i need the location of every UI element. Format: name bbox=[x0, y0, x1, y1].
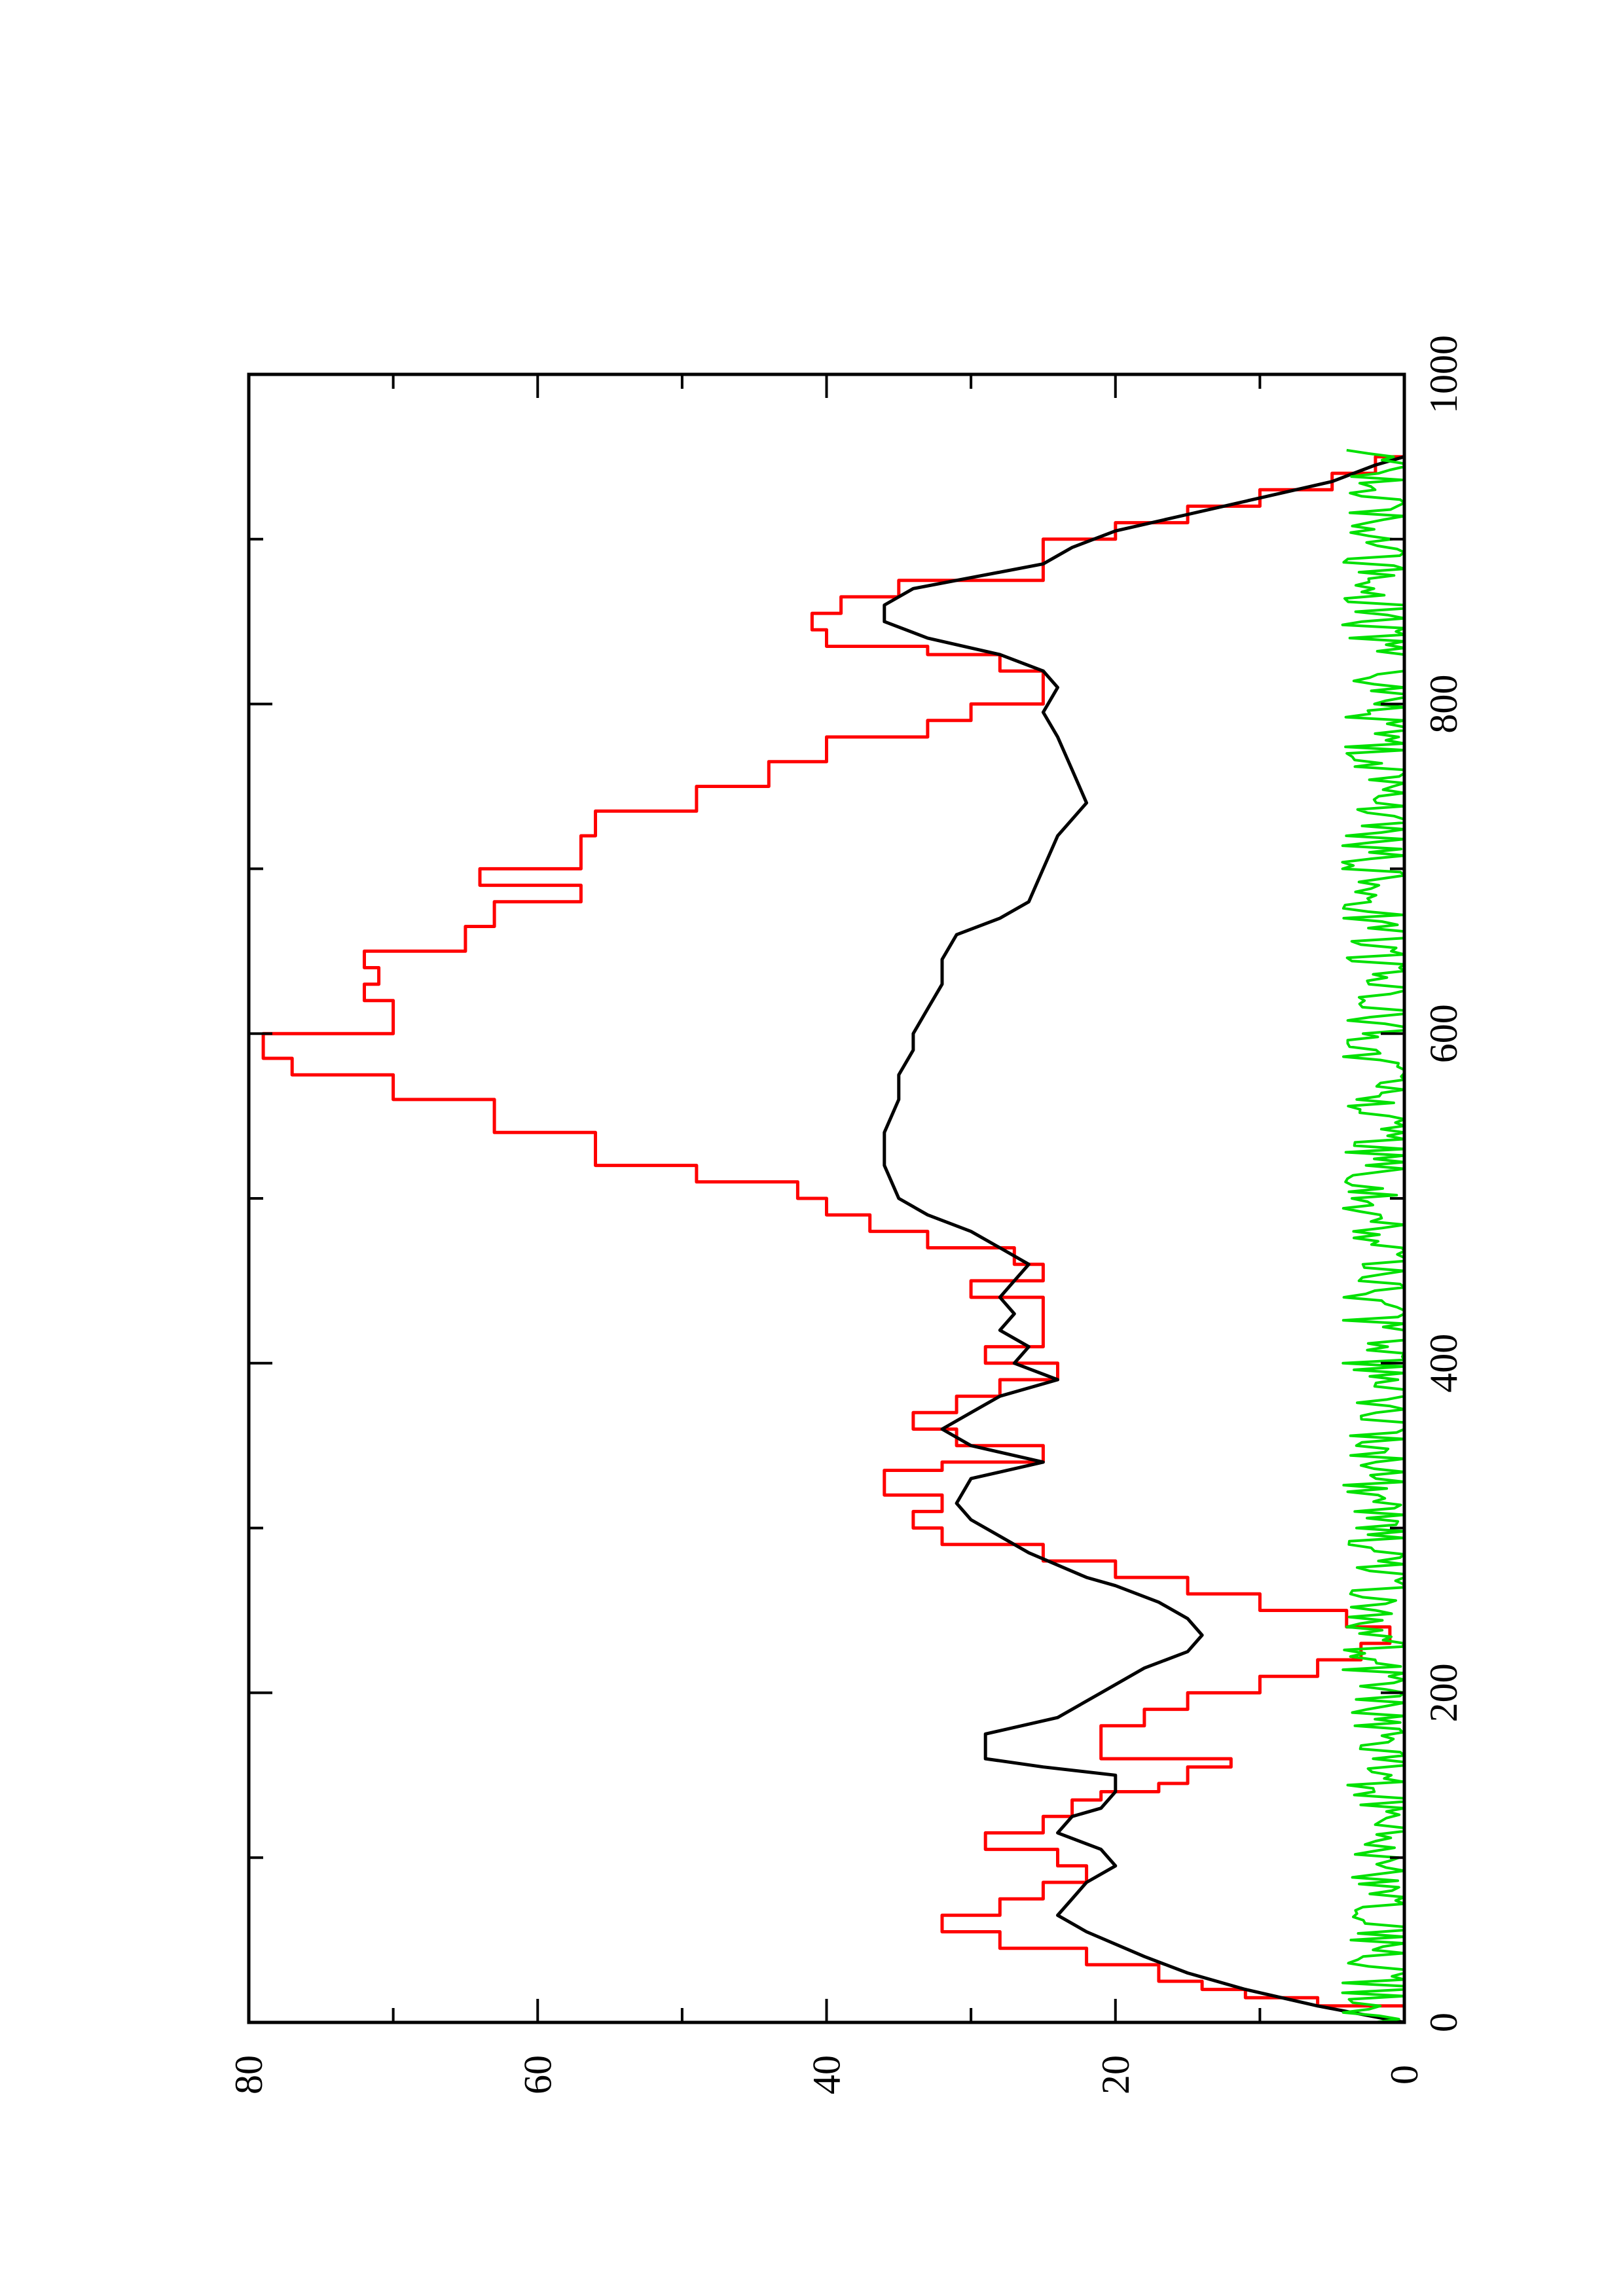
label-layer: 0 200 400 600 800 1000 0 20 40 60 80 bbox=[227, 335, 1465, 2094]
x-tick-label: 1000 bbox=[1422, 335, 1465, 414]
x-tick-label: 800 bbox=[1422, 675, 1465, 734]
series-line-3 bbox=[1341, 448, 1406, 2024]
series-layer bbox=[261, 448, 1406, 2024]
x-tick-label: 600 bbox=[1422, 1004, 1465, 1063]
series-line-1 bbox=[261, 455, 1406, 2022]
y-tick-label: 60 bbox=[516, 2055, 559, 2094]
y-tick-label: 0 bbox=[1383, 2065, 1426, 2085]
x-tick-label: 0 bbox=[1422, 2013, 1465, 2032]
x-tick-label: 200 bbox=[1422, 1663, 1465, 1722]
y-tick-label: 40 bbox=[805, 2055, 848, 2094]
y-tick-label: 80 bbox=[227, 2055, 270, 2094]
tick-layer bbox=[247, 373, 1406, 2024]
x-tick-label: 400 bbox=[1422, 1334, 1465, 1393]
series-line-2 bbox=[883, 455, 1405, 2024]
y-tick-label: 20 bbox=[1094, 2055, 1137, 2094]
